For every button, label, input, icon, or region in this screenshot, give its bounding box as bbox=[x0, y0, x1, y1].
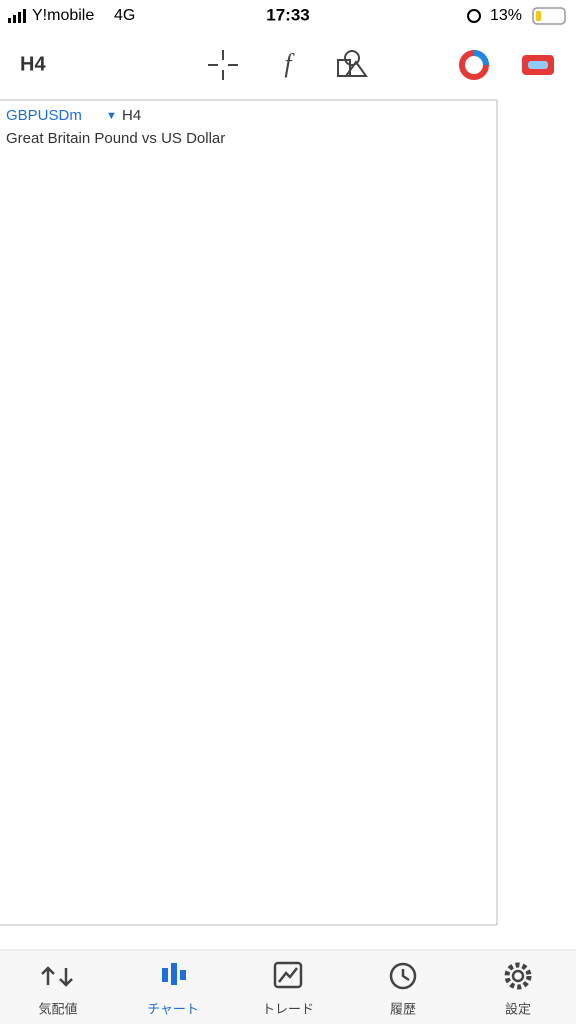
nav-icon bbox=[162, 968, 168, 982]
clock: 17:33 bbox=[266, 5, 309, 24]
objects-button[interactable] bbox=[337, 50, 368, 77]
nav-item[interactable]: トレード bbox=[262, 961, 314, 1016]
nav-items: 気配値 チャート トレード 履歴 設定 bbox=[38, 961, 532, 1016]
nav-icon bbox=[504, 962, 532, 990]
network: 4G bbox=[114, 7, 135, 24]
nav-label: 気配値 bbox=[38, 1001, 77, 1016]
nav-label: 履歴 bbox=[390, 1001, 416, 1016]
nav-item[interactable]: 履歴 bbox=[389, 962, 417, 1016]
nav-icon bbox=[171, 963, 177, 985]
nav-label: チャート bbox=[147, 1001, 199, 1016]
nav-label: トレード bbox=[262, 1001, 314, 1016]
nav-icon bbox=[41, 966, 73, 987]
nav-icon bbox=[389, 962, 417, 990]
carrier: Y!mobile bbox=[32, 7, 94, 24]
nav-item[interactable]: 気配値 bbox=[38, 966, 78, 1016]
symbol-description: Great Britain Pound vs US Dollar bbox=[6, 130, 225, 147]
status-bar: Y!mobile 4G 17:33 13% bbox=[8, 5, 566, 25]
crosshair-button[interactable] bbox=[208, 50, 238, 80]
nav-icon bbox=[273, 961, 303, 989]
nav-label: 設定 bbox=[505, 1001, 531, 1016]
battery-level: 13% bbox=[490, 7, 522, 24]
chart-timeframe: H4 bbox=[122, 107, 141, 124]
nav-icon bbox=[511, 969, 525, 983]
nav-icon bbox=[278, 967, 298, 983]
nav-icon bbox=[180, 970, 186, 980]
timeframe-button[interactable]: H4 bbox=[20, 53, 46, 75]
nav-icon bbox=[401, 969, 410, 982]
trade-button[interactable] bbox=[459, 50, 489, 80]
account-button[interactable] bbox=[522, 55, 554, 75]
toolbar: H4 f bbox=[20, 49, 554, 80]
nav-item[interactable]: チャート bbox=[147, 963, 199, 1016]
symbol[interactable]: GBPUSDm bbox=[6, 107, 82, 124]
indicators-button[interactable]: f bbox=[284, 49, 295, 78]
symbol-dropdown[interactable]: ▼ bbox=[106, 110, 117, 122]
nav-item[interactable]: 設定 bbox=[504, 962, 532, 1016]
